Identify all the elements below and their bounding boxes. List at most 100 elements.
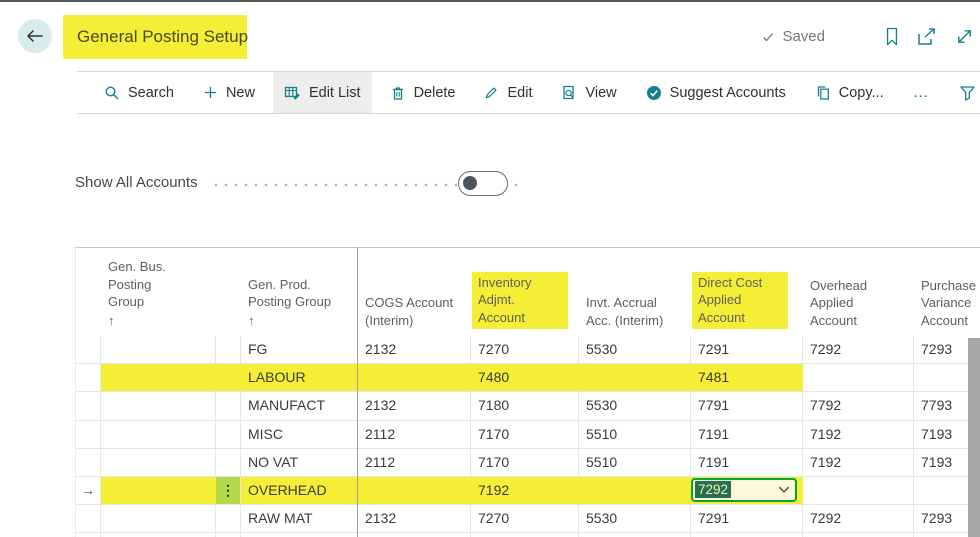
cell-gen-prod-posting-group[interactable]: MANUFACT: [241, 392, 358, 421]
cell-inventory-adjmt-account[interactable]: 7192: [471, 476, 579, 506]
table-cell: [241, 533, 358, 537]
cell-inventory-adjmt-account[interactable]: 7270: [471, 336, 579, 365]
view-button[interactable]: View: [550, 72, 627, 113]
cell-gen-bus-posting-group[interactable]: [101, 448, 216, 477]
header-gen-bus-posting-group[interactable]: Gen. Bus. Posting Group ↑: [108, 259, 166, 328]
cell-gen-prod-posting-group[interactable]: RAW MAT: [241, 505, 358, 534]
cell-direct-cost-applied-account[interactable]: 7291: [691, 505, 803, 534]
cell-cogs-account-interim[interactable]: 2112: [358, 448, 471, 477]
page-title: General Posting Setup: [63, 15, 248, 59]
edit-list-button[interactable]: Edit List: [272, 72, 372, 113]
cell-invt-accrual-acc-interim[interactable]: 5510: [579, 448, 691, 477]
save-status-label: Saved: [782, 28, 825, 45]
cell-direct-cost-applied-account[interactable]: 7191: [691, 420, 803, 449]
table-cell: [358, 533, 471, 537]
cell-invt-accrual-acc-interim[interactable]: [579, 476, 691, 506]
cell-gen-prod-posting-group[interactable]: FG: [241, 336, 358, 365]
cell-inventory-adjmt-account[interactable]: 7170: [471, 448, 579, 477]
vertical-scrollbar[interactable]: [968, 338, 980, 537]
cell-overhead-applied-account[interactable]: 7292: [803, 505, 914, 534]
cell-invt-accrual-acc-interim[interactable]: 5530: [579, 392, 691, 421]
cell-direct-cost-applied-account[interactable]: 7791: [691, 392, 803, 421]
cell-purchase-variance-account[interactable]: 7293: [914, 336, 980, 365]
cell-invt-accrual-acc-interim[interactable]: 5510: [579, 420, 691, 449]
row-selector-cell: [76, 336, 101, 365]
cell-purchase-variance-account[interactable]: 7293: [914, 505, 980, 534]
cell-invt-accrual-acc-interim[interactable]: [579, 364, 691, 393]
delete-button[interactable]: Delete: [379, 72, 467, 113]
bookmark-icon[interactable]: [884, 26, 900, 47]
header-row-selector: [76, 248, 101, 336]
row-menu-cell: [216, 448, 241, 477]
table-cell: [691, 533, 803, 537]
cell-overhead-applied-account[interactable]: 7792: [803, 392, 914, 421]
cell-cogs-account-interim[interactable]: 2112: [358, 420, 471, 449]
suggest-accounts-button[interactable]: Suggest Accounts: [635, 72, 797, 113]
show-all-accounts-toggle[interactable]: [458, 171, 508, 196]
back-button[interactable]: [18, 19, 52, 53]
cell-cogs-account-interim[interactable]: 2132: [358, 392, 471, 421]
cell-inventory-adjmt-account[interactable]: 7180: [471, 392, 579, 421]
toggle-knob: [463, 176, 477, 190]
new-button[interactable]: New: [192, 72, 266, 113]
header-inventory-adjmt-account[interactable]: Inventory Adjmt. Account: [471, 248, 579, 336]
expand-page-icon[interactable]: [955, 27, 974, 46]
table-cell: [101, 533, 216, 537]
direct-cost-account-combobox[interactable]: 7292: [691, 477, 797, 502]
cell-gen-prod-posting-group[interactable]: OVERHEAD: [241, 476, 358, 506]
cell-gen-prod-posting-group[interactable]: LABOUR: [241, 364, 358, 393]
cell-direct-cost-applied-account[interactable]: 7481: [691, 364, 803, 393]
more-options-button[interactable]: …: [902, 72, 942, 113]
chevron-down-icon[interactable]: [778, 486, 790, 494]
search-button[interactable]: Search: [93, 72, 185, 113]
cell-overhead-applied-account[interactable]: [803, 476, 914, 506]
header-cogs-account-interim[interactable]: COGS Account (Interim): [365, 295, 454, 328]
cell-purchase-variance-account[interactable]: [914, 477, 980, 506]
cell-invt-accrual-acc-interim[interactable]: 5530: [579, 336, 691, 365]
cell-gen-bus-posting-group[interactable]: [101, 336, 216, 365]
cell-inventory-adjmt-account[interactable]: 7170: [471, 420, 579, 449]
cell-overhead-applied-account[interactable]: [803, 364, 914, 393]
cell-purchase-variance-account[interactable]: [914, 364, 980, 393]
cell-gen-bus-posting-group[interactable]: [101, 392, 216, 421]
header-gen-prod-posting-group[interactable]: Gen. Prod. Posting Group ↑: [248, 276, 332, 328]
header-invt-accrual-acc-interim[interactable]: Invt. Accrual Acc. (Interim): [586, 295, 664, 328]
cell-direct-cost-applied-account[interactable]: 7291: [691, 336, 803, 365]
cell-gen-prod-posting-group[interactable]: MISC: [241, 420, 358, 449]
cell-direct-cost-applied-account[interactable]: 7292: [691, 476, 803, 506]
cell-cogs-account-interim[interactable]: [358, 364, 471, 393]
header-purchase-variance-account[interactable]: Purchase Variance Account: [921, 277, 976, 328]
cell-invt-accrual-acc-interim[interactable]: 5530: [579, 505, 691, 534]
row-selector-cell: [76, 364, 101, 393]
filter-button[interactable]: [949, 85, 980, 101]
edit-list-icon: [284, 85, 301, 101]
cell-direct-cost-applied-account[interactable]: 7191: [691, 448, 803, 477]
header-direct-cost-applied-account[interactable]: Direct Cost Applied Account: [691, 248, 803, 336]
row-options-button[interactable]: ⋮: [216, 476, 241, 506]
edit-button[interactable]: Edit: [473, 72, 543, 113]
cell-cogs-account-interim[interactable]: [358, 476, 471, 506]
sort-ascending-icon: ↑: [108, 312, 115, 328]
cell-inventory-adjmt-account[interactable]: 7270: [471, 505, 579, 534]
cell-gen-bus-posting-group[interactable]: [101, 364, 216, 393]
table-cell: [579, 533, 691, 537]
cell-gen-prod-posting-group[interactable]: NO VAT: [241, 448, 358, 477]
new-label: New: [225, 84, 255, 101]
open-in-window-icon[interactable]: [917, 27, 938, 46]
header-overhead-applied-account[interactable]: Overhead Applied Account: [810, 277, 868, 328]
cell-purchase-variance-account[interactable]: 7793: [914, 392, 980, 421]
cell-overhead-applied-account[interactable]: 7192: [803, 448, 914, 477]
cell-gen-bus-posting-group[interactable]: [101, 505, 216, 534]
cell-purchase-variance-account[interactable]: 7193: [914, 421, 980, 449]
copy-button[interactable]: Copy...: [804, 72, 895, 113]
table-cell: [803, 533, 914, 537]
cell-gen-bus-posting-group[interactable]: [101, 476, 216, 506]
cell-cogs-account-interim[interactable]: 2132: [358, 505, 471, 534]
cell-overhead-applied-account[interactable]: 7292: [803, 336, 914, 365]
cell-purchase-variance-account[interactable]: 7193: [914, 449, 980, 477]
cell-inventory-adjmt-account[interactable]: 7480: [471, 364, 579, 393]
cell-overhead-applied-account[interactable]: 7192: [803, 420, 914, 449]
cell-cogs-account-interim[interactable]: 2132: [358, 336, 471, 365]
cell-gen-bus-posting-group[interactable]: [101, 420, 216, 449]
